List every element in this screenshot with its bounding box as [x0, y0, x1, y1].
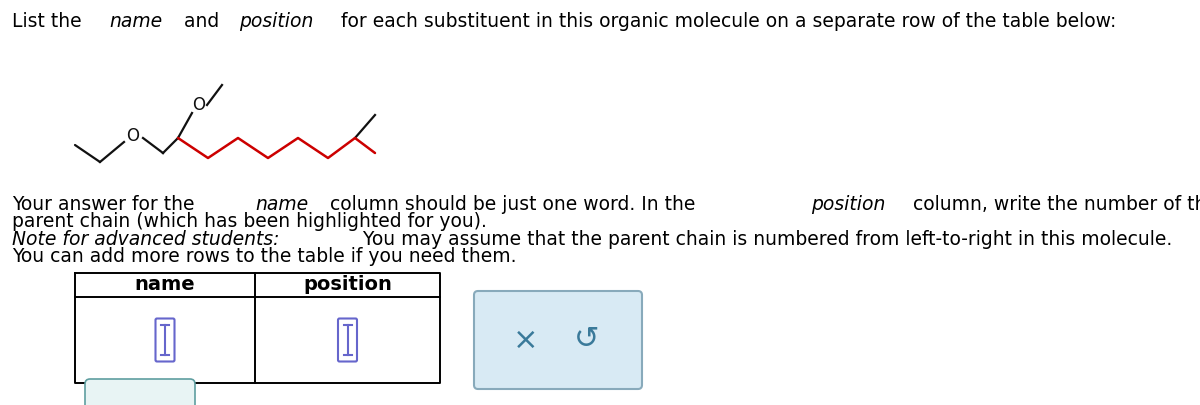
- Text: Note for advanced students:: Note for advanced students:: [12, 230, 280, 249]
- Text: ↺: ↺: [574, 326, 600, 354]
- Text: position: position: [304, 275, 392, 294]
- FancyBboxPatch shape: [338, 318, 358, 362]
- FancyBboxPatch shape: [474, 291, 642, 389]
- Text: You may assume that the parent chain is numbered from left-to-right in this mole: You may assume that the parent chain is …: [358, 230, 1172, 249]
- Text: and: and: [178, 12, 226, 31]
- Text: for each substituent in this organic molecule on a separate row of the table bel: for each substituent in this organic mol…: [335, 12, 1116, 31]
- Text: name: name: [256, 195, 308, 214]
- Text: You can add more rows to the table if you need them.: You can add more rows to the table if yo…: [12, 247, 516, 266]
- Text: name: name: [109, 12, 163, 31]
- Text: position: position: [811, 195, 886, 214]
- FancyBboxPatch shape: [85, 379, 194, 405]
- Text: O: O: [126, 127, 139, 145]
- Text: Add Row: Add Row: [104, 386, 176, 404]
- Text: List the: List the: [12, 12, 88, 31]
- Text: ×: ×: [514, 326, 539, 354]
- Text: parent chain (which has been highlighted for you).: parent chain (which has been highlighted…: [12, 212, 487, 231]
- Text: name: name: [134, 275, 196, 294]
- Text: Your answer for the: Your answer for the: [12, 195, 200, 214]
- FancyBboxPatch shape: [156, 318, 174, 362]
- Text: column, write the number of the carbon where the substituent is attached to the: column, write the number of the carbon w…: [907, 195, 1200, 214]
- Text: position: position: [239, 12, 313, 31]
- Text: O: O: [192, 96, 205, 114]
- Text: column should be just one word. In the: column should be just one word. In the: [324, 195, 701, 214]
